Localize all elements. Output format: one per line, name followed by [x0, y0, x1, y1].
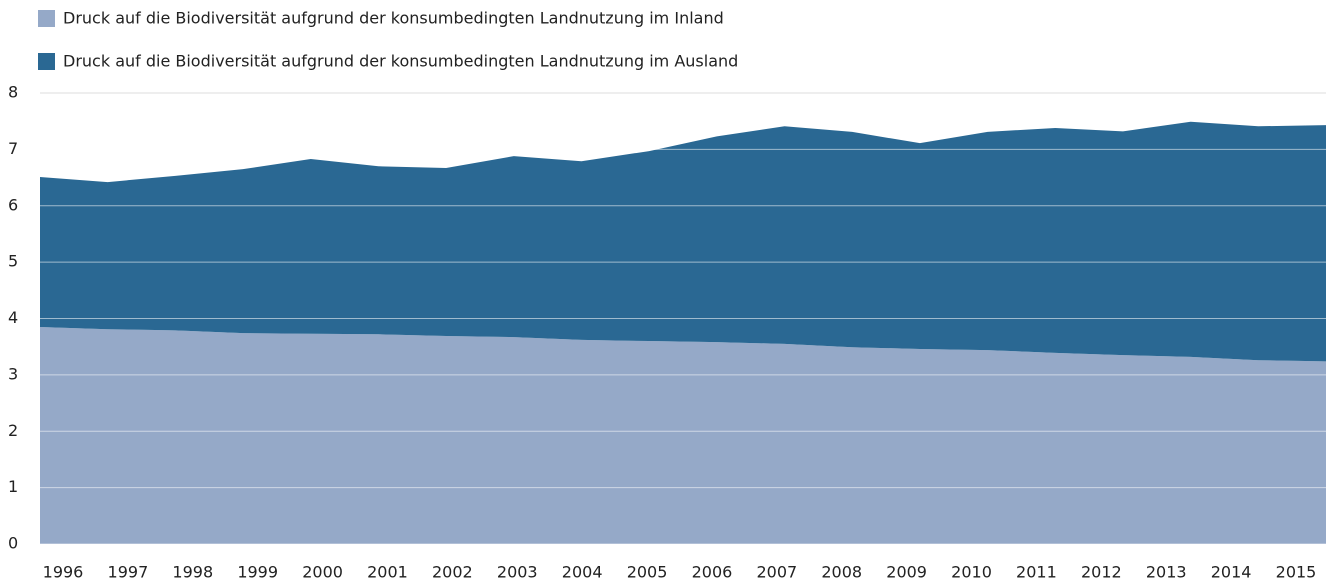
- x-tick-label: 2007: [756, 563, 797, 582]
- y-tick-label: 6: [8, 195, 18, 214]
- y-tick-label: 1: [8, 477, 18, 496]
- x-tick-label: 2009: [886, 563, 927, 582]
- x-tick-label: 2004: [562, 563, 603, 582]
- x-tick-label: 2003: [497, 563, 538, 582]
- y-tick-label: 7: [8, 139, 18, 158]
- x-tick-label: 1999: [237, 563, 278, 582]
- x-tick-label: 2000: [302, 563, 343, 582]
- x-tick-label: 2001: [367, 563, 408, 582]
- x-tick-label: 2013: [1146, 563, 1187, 582]
- x-tick-label: 2010: [951, 563, 992, 582]
- x-tick-label: 2005: [627, 563, 668, 582]
- y-tick-label: 4: [8, 308, 18, 327]
- y-tick-label: 8: [8, 83, 18, 102]
- area: [40, 326, 1326, 544]
- x-tick-label: 2006: [692, 563, 733, 582]
- x-tick-label: 2002: [432, 563, 473, 582]
- y-tick-label: 5: [8, 252, 18, 271]
- x-tick-label: 2008: [821, 563, 862, 582]
- legend-swatch: [38, 10, 55, 27]
- legend-label: Druck auf die Biodiversität aufgrund der…: [63, 52, 738, 71]
- legend-label: Druck auf die Biodiversität aufgrund der…: [63, 9, 724, 28]
- x-tick-label: 2011: [1016, 563, 1057, 582]
- x-tick-label: 2015: [1276, 563, 1317, 582]
- x-tick-label: 2014: [1211, 563, 1252, 582]
- x-tick-label: 1997: [108, 563, 149, 582]
- area: [40, 121, 1326, 362]
- x-tick-label: 2012: [1081, 563, 1122, 582]
- y-tick-label: 0: [8, 534, 18, 553]
- y-tick-label: 2: [8, 421, 18, 440]
- x-tick-label: 1996: [43, 563, 84, 582]
- x-tick-label: 1998: [172, 563, 213, 582]
- y-tick-label: 3: [8, 364, 18, 383]
- legend-swatch: [38, 53, 55, 70]
